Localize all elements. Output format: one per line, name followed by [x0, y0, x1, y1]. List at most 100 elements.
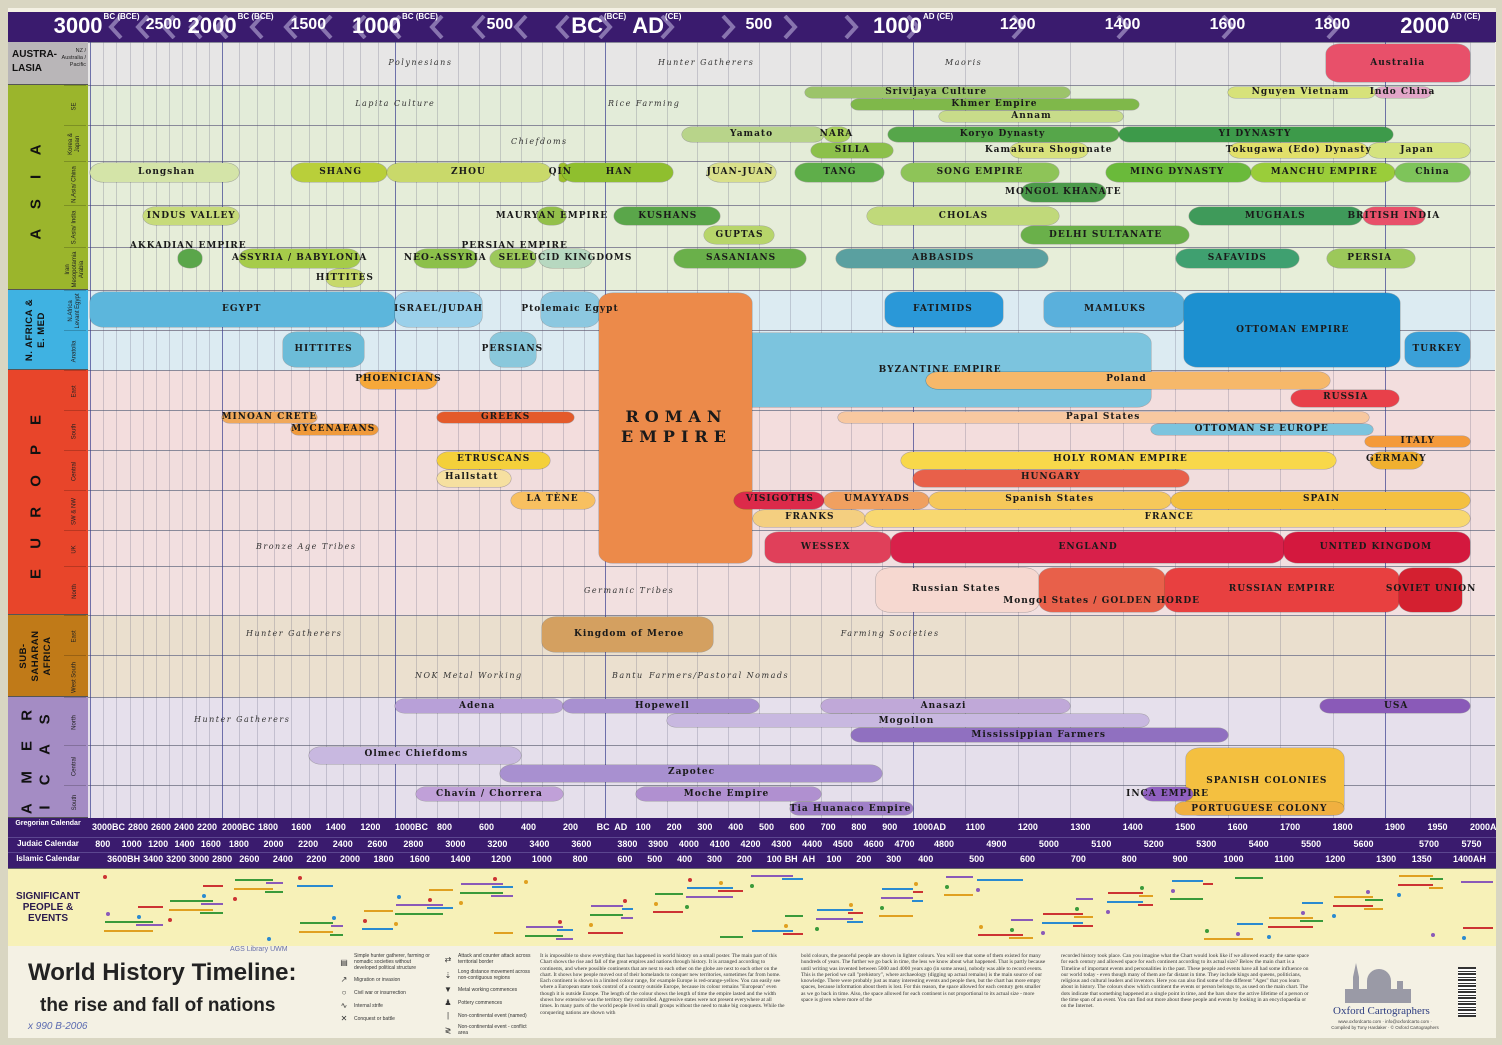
empire-band: [387, 163, 552, 182]
calendar-tick: 5600: [1353, 839, 1374, 849]
axis-label: BC(BCE): [571, 13, 626, 39]
axis-label-text: BC: [571, 13, 603, 38]
event-mark: [1009, 937, 1033, 939]
gridline: [222, 42, 223, 818]
significant-people-events: SIGNIFICANT PEOPLE & EVENTS: [8, 868, 1496, 946]
axis-label: AD(CE): [632, 13, 681, 39]
legend-item: ∿ Internal strife: [338, 1001, 434, 1010]
empire-band: [1044, 292, 1185, 327]
empire-label: SPANISH COLONIES: [1206, 776, 1328, 786]
gridline: [1070, 42, 1072, 818]
event-mark: [1300, 920, 1323, 922]
calendar-tick: 1400: [1122, 822, 1143, 832]
empire-band: [1021, 226, 1189, 244]
empire-label: Kamakura Shogunate: [984, 145, 1113, 155]
empire-label: Tokugawa (Edo) Dynasty: [1225, 145, 1372, 155]
calendar-tick: 5750: [1461, 839, 1482, 849]
event-mark: [1235, 877, 1263, 879]
event-mark: [491, 895, 513, 897]
calendar-tick: 3000: [189, 854, 210, 864]
empire-label: SONG EMPIRE: [936, 167, 1024, 177]
gridline: [208, 42, 210, 818]
event-mark: [394, 922, 398, 926]
calendar-tick: BH: [784, 854, 798, 864]
calendar-tick: 3000BC: [92, 822, 126, 832]
group-label: Bantu: [612, 671, 644, 680]
calendar-tick: 1300: [1070, 822, 1091, 832]
empire-label: QIN: [548, 167, 572, 177]
empire-label: Zapotec: [668, 767, 716, 777]
empire-label: CHOLAS: [938, 211, 989, 221]
event-mark: [1205, 929, 1209, 933]
event-mark: [752, 930, 793, 932]
oxford-skyline-icon: [1345, 963, 1411, 1003]
event-mark: [654, 902, 658, 906]
empire-band: [666, 713, 1149, 728]
calendar-tick: 4700: [894, 839, 915, 849]
empire-band: [1404, 332, 1470, 367]
empire-label: NARA: [819, 129, 854, 139]
calendar-judaic: Judaic Calendar 800 1000 1200 1400 1600 1800 20…: [8, 837, 1496, 853]
event-mark: [1430, 878, 1443, 880]
empire-band: [823, 127, 850, 142]
subregion-label: East: [64, 370, 86, 411]
group-label: Germanic Tribes: [584, 586, 675, 595]
empire-label: Adena: [459, 701, 496, 711]
calendar-tick: 3200: [166, 854, 187, 864]
event-mark: [362, 928, 393, 930]
event-mark: [1302, 902, 1323, 904]
subregion-label: UK: [64, 530, 86, 567]
empire-band: [416, 787, 563, 801]
calendar-tick: AH: [802, 854, 816, 864]
empire-label: Poland: [1106, 374, 1147, 384]
event-mark: [1397, 893, 1401, 897]
empire-label: OTTOMAN SE EUROPE: [1194, 424, 1329, 434]
subregion-text: N.Africa Levant Egypt: [68, 293, 81, 329]
chevron-icon: [1220, 14, 1236, 40]
empire-label: UNITED KINGDOM: [1319, 542, 1433, 552]
calendar-tick: 4900: [986, 839, 1007, 849]
empire-label: HOLY ROMAN EMPIRE: [1053, 454, 1188, 464]
event-mark: [1041, 931, 1045, 935]
event-mark: [1140, 886, 1144, 890]
empire-band: [1188, 207, 1363, 225]
calendar-tick: 2600: [367, 839, 388, 849]
empire-label: HAN: [605, 167, 633, 177]
empire-band: [682, 127, 824, 142]
calendar-tick: 5200: [1143, 839, 1164, 849]
event-mark: [1139, 895, 1153, 897]
empire-band: [851, 99, 1139, 110]
empire-band: [706, 163, 776, 182]
calendar-tick: 1700: [1280, 822, 1301, 832]
calendar-tick: 3200: [487, 839, 508, 849]
event-mark: [1463, 927, 1493, 929]
event-mark: [395, 913, 443, 915]
empire-band: [890, 532, 1284, 563]
empire-label: Mongol States / GOLDEN HORDE: [1003, 596, 1201, 606]
gridline: [500, 42, 501, 818]
legend: ▤ Simple hunter gatherer, farming or noma…: [338, 953, 538, 1036]
legend-text: Internal strife: [354, 1002, 383, 1009]
empire-band: [142, 207, 240, 225]
gridline: [195, 42, 197, 818]
event-mark: [590, 914, 623, 916]
library-stamp: AGS Library UWM: [230, 946, 288, 953]
calendar-tick: 1950: [1427, 822, 1448, 832]
axis-era: BC (BCE): [401, 12, 438, 21]
chevron-icon: [720, 14, 736, 40]
legend-item: ♟ Pottery commences: [442, 998, 538, 1007]
event-mark: [685, 905, 689, 909]
event-mark: [817, 909, 853, 911]
calendar-tick: 2200: [306, 854, 327, 864]
calendar-tick: 100: [766, 854, 782, 864]
calendar-tick: 1000AD: [913, 822, 947, 832]
empire-band: [325, 268, 364, 287]
subregion-label: Anatolia: [64, 330, 86, 369]
gridline: [789, 42, 791, 818]
empire-label: MONGOL KHANATE: [1005, 187, 1122, 197]
empire-label: PERSIAN EMPIRE: [461, 241, 568, 251]
axis-label: 2500: [146, 16, 182, 34]
event-mark: [1461, 881, 1493, 883]
event-mark: [558, 920, 562, 924]
event-mark: [493, 877, 497, 881]
